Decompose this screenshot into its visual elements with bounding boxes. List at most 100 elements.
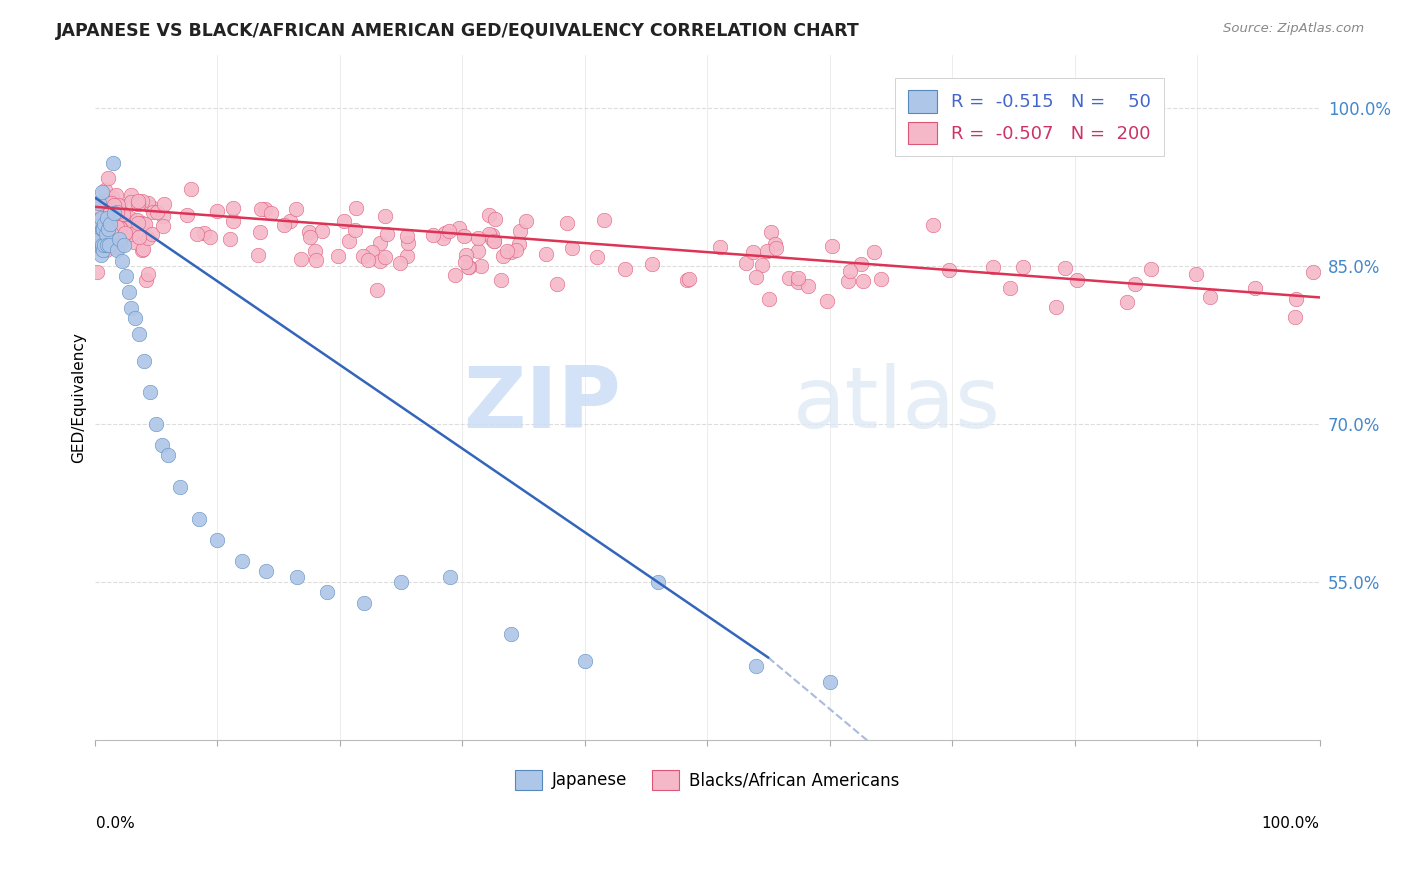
Point <box>921 218 943 232</box>
Point <box>121 215 143 229</box>
Point <box>110 253 132 268</box>
Legend: Japanese, Blacks/African Americans: Japanese, Blacks/African Americans <box>509 763 905 797</box>
Point <box>676 273 699 287</box>
Point <box>981 260 1004 275</box>
Point <box>131 216 153 230</box>
Point <box>353 596 375 610</box>
Point <box>145 417 167 431</box>
Point <box>1116 295 1139 310</box>
Point <box>328 250 350 264</box>
Point <box>176 208 198 222</box>
Point <box>108 232 131 246</box>
Point <box>134 217 156 231</box>
Point <box>432 231 454 245</box>
Point <box>290 252 312 266</box>
Point <box>285 569 308 583</box>
Point <box>108 220 131 235</box>
Point <box>585 250 607 264</box>
Point <box>222 214 245 228</box>
Point <box>837 274 859 288</box>
Point <box>821 238 844 252</box>
Point <box>1066 273 1088 287</box>
Point <box>105 219 128 234</box>
Point <box>86 203 108 218</box>
Point <box>489 273 512 287</box>
Point <box>1243 281 1265 295</box>
Point <box>763 237 786 252</box>
Point <box>96 237 118 252</box>
Point <box>484 212 506 227</box>
Point <box>132 353 155 368</box>
Point <box>97 212 120 227</box>
Point <box>187 511 209 525</box>
Point <box>124 311 146 326</box>
Point <box>89 232 111 246</box>
Point <box>127 197 149 211</box>
Point <box>91 222 114 236</box>
Point <box>333 214 356 228</box>
Point <box>219 232 242 246</box>
Point <box>120 211 142 225</box>
Point <box>100 210 122 224</box>
Point <box>647 574 669 589</box>
Point <box>755 244 778 258</box>
Point <box>751 258 773 272</box>
Point <box>938 263 960 277</box>
Point <box>114 231 136 245</box>
Point <box>150 438 173 452</box>
Point <box>1053 261 1076 276</box>
Point <box>222 201 245 215</box>
Point <box>453 254 475 268</box>
Point <box>346 201 368 215</box>
Point <box>250 202 273 216</box>
Point <box>153 197 176 211</box>
Point <box>337 234 360 248</box>
Point <box>458 260 481 274</box>
Point <box>100 194 122 209</box>
Point <box>1198 290 1220 304</box>
Point <box>103 198 125 212</box>
Point <box>1302 265 1324 279</box>
Point <box>298 230 321 244</box>
Point <box>305 252 328 267</box>
Point <box>396 229 419 244</box>
Point <box>478 227 501 242</box>
Point <box>138 385 160 400</box>
Point <box>316 585 339 599</box>
Point <box>115 214 138 228</box>
Point <box>120 301 142 315</box>
Point <box>152 209 174 223</box>
Point <box>97 170 120 185</box>
Point <box>100 227 122 241</box>
Point <box>136 230 159 244</box>
Point <box>260 205 283 219</box>
Point <box>470 259 492 273</box>
Point <box>508 236 530 251</box>
Point <box>422 227 444 242</box>
Text: 0.0%: 0.0% <box>96 816 135 830</box>
Point <box>100 202 122 217</box>
Point <box>453 228 475 243</box>
Point <box>1140 261 1163 276</box>
Point <box>613 262 636 277</box>
Point <box>734 256 756 270</box>
Point <box>94 183 117 197</box>
Point <box>103 225 125 239</box>
Point <box>127 216 149 230</box>
Point <box>107 202 129 216</box>
Point <box>745 659 768 673</box>
Point <box>304 244 326 259</box>
Point <box>108 239 131 253</box>
Point <box>366 283 388 297</box>
Point <box>114 226 136 240</box>
Point <box>87 218 110 232</box>
Point <box>499 244 522 259</box>
Point <box>90 248 112 262</box>
Point <box>374 250 396 264</box>
Point <box>839 263 862 277</box>
Point <box>709 240 731 254</box>
Point <box>96 231 118 245</box>
Point <box>555 216 578 230</box>
Point <box>205 203 228 218</box>
Point <box>131 244 153 258</box>
